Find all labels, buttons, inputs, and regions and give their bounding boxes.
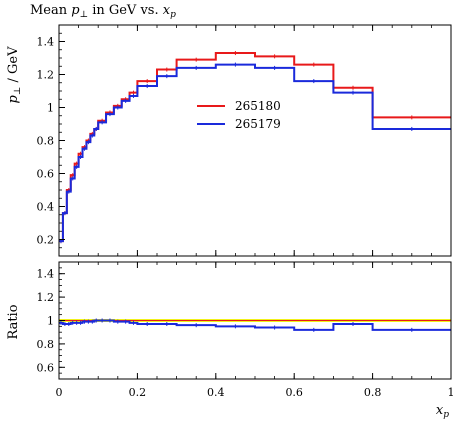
ratio-x-tick-label: 0.6 xyxy=(285,386,303,399)
ratio-y-tick-label: 1 xyxy=(47,315,54,328)
legend-label-265180: 265180 xyxy=(235,99,281,113)
ratio-series-line xyxy=(59,319,451,331)
ratio-axis-title: Ratio xyxy=(6,304,21,339)
ratio-x-tick-label: 0.8 xyxy=(364,386,382,399)
y-axis-title: p⊥ / GeV xyxy=(6,46,23,104)
ratio-ticks-layer: 0.6 0.8 1 1.2 1.4 0 0.2 0.4 0.6 0.8 1 xyxy=(37,261,455,399)
main-series-layer xyxy=(59,51,451,244)
series-line-265179 xyxy=(59,63,451,243)
ratio-x-tick-label: 0.4 xyxy=(207,386,225,399)
main-y-tick-label: 0.6 xyxy=(37,168,55,181)
main-y-tick-label: 0.2 xyxy=(37,234,55,247)
main-ticks-layer: 0.2 0.4 0.6 0.8 1 1.2 1.4 xyxy=(37,24,452,257)
ratio-series-layer xyxy=(59,318,451,332)
main-y-tick-label: 1.4 xyxy=(37,36,55,49)
series-line-265180 xyxy=(59,52,451,243)
main-y-tick-label: 0.8 xyxy=(37,135,55,148)
ratio-y-tick-label: 0.8 xyxy=(37,338,55,351)
main-y-tick-label: 0.4 xyxy=(37,201,55,214)
main-y-tick-label: 1.2 xyxy=(37,69,55,82)
legend-label-265179: 265179 xyxy=(235,117,281,131)
ratio-x-tick-label: 1 xyxy=(448,386,455,399)
legend: 265180 265179 xyxy=(197,99,281,131)
ratio-plot-frame xyxy=(58,261,452,380)
ratio-y-tick-label: 1.4 xyxy=(37,268,55,281)
ratio-y-tick-label: 0.6 xyxy=(37,361,55,374)
main-y-tick-label: 1 xyxy=(47,102,54,115)
ratio-x-tick-label: 0.2 xyxy=(129,386,147,399)
chart-title: Mean p⊥ in GeV vs. xp xyxy=(30,3,176,20)
main-plot-frame xyxy=(58,24,452,257)
ratio-x-tick-label: 0 xyxy=(56,386,63,399)
ratio-y-tick-label: 1.2 xyxy=(37,291,55,304)
x-axis-title: xp xyxy=(436,403,449,420)
